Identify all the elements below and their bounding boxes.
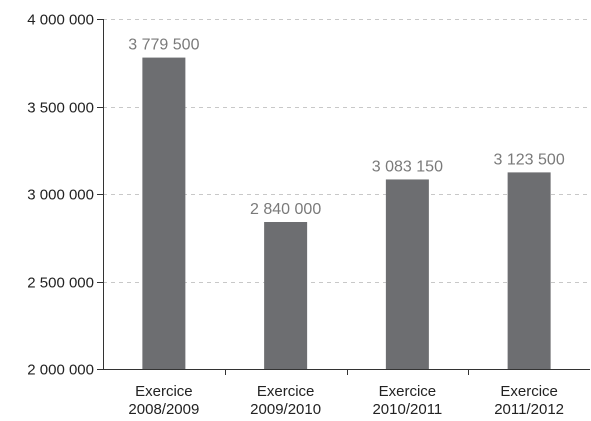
bar [507, 172, 551, 369]
x-category-label: Exercice 2009/2010 [250, 383, 321, 418]
y-tick-label: 3 000 000 [27, 187, 94, 204]
data-label: 3 083 150 [372, 158, 443, 175]
x-category-label: Exercice 2008/2009 [128, 383, 199, 418]
data-label: 2 840 000 [250, 201, 321, 218]
y-tick-label: 2 500 000 [27, 275, 94, 292]
x-category-label: Exercice 2011/2012 [494, 383, 564, 418]
bar [142, 57, 186, 370]
y-tick-label: 2 000 000 [27, 362, 94, 379]
y-tick-label: 4 000 000 [27, 12, 94, 29]
bar [385, 179, 429, 369]
bar [264, 222, 308, 369]
labels: 2 000 000 2 500 000 3 000 000 3 500 000 4 00… [27, 12, 565, 419]
x-category-label: Exercice 2010/2011 [372, 383, 442, 418]
y-tick-label: 3 500 000 [27, 100, 94, 117]
axes [97, 19, 590, 375]
data-label: 3 779 500 [128, 37, 199, 54]
data-label: 3 123 500 [494, 151, 565, 168]
bars [142, 57, 551, 370]
